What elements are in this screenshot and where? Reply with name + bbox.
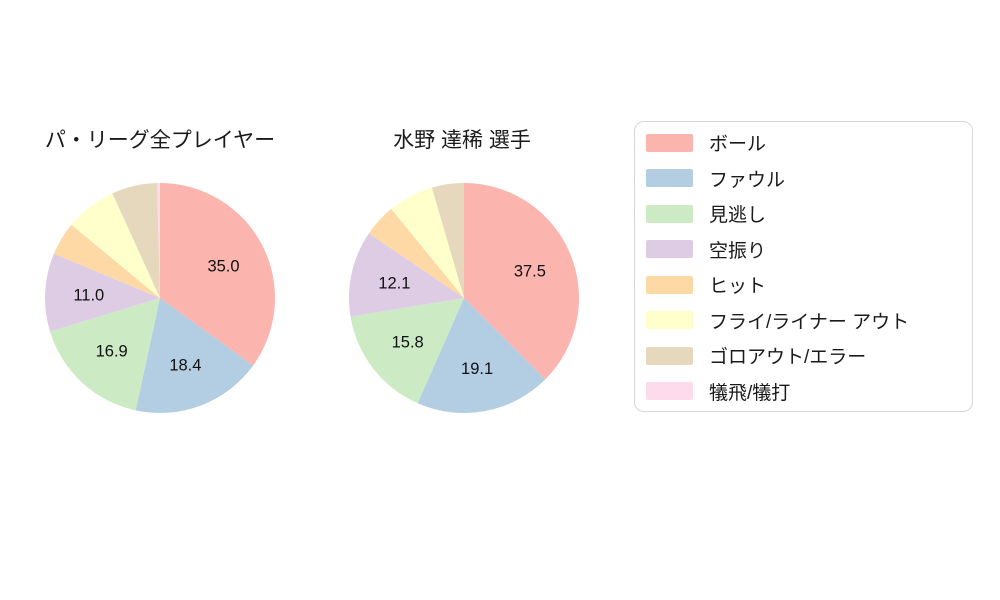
pie-slice (112, 183, 160, 298)
legend-item-label: 犠飛/犠打 (709, 382, 791, 404)
legend-item: 空振り (635, 232, 972, 268)
legend-item-label: ゴロアウト/エラー (709, 347, 867, 369)
pie-slice (464, 183, 579, 380)
pie-slice (53, 224, 160, 298)
pie-slice (157, 183, 160, 298)
pie-slice-label: 12.1 (378, 275, 410, 293)
legend-item-label: ヒット (709, 276, 767, 298)
legend-item: ゴロアウト/エラー (635, 338, 972, 374)
pie-slice-label: 16.9 (96, 342, 128, 360)
legend-item-label: ボール (709, 134, 767, 156)
legend-item-label: 見逃し (709, 205, 767, 227)
pie-slice-label: 19.1 (461, 360, 493, 378)
pie-title-player: 水野 達稀 選手 (393, 129, 531, 152)
legend-item: ファウル (635, 161, 972, 197)
legend-item-label: フライ/ライナー アウト (709, 311, 910, 333)
legend-swatch (646, 169, 693, 188)
pie-slice-label: 37.5 (514, 263, 546, 281)
legend-swatch (646, 346, 693, 365)
pie-slice (135, 298, 254, 413)
legend-swatch (646, 204, 693, 223)
pie-slice (431, 183, 464, 298)
legend-item: フライ/ライナー アウト (635, 303, 972, 339)
legend-swatch (646, 240, 693, 259)
legend-item-label: ファウル (709, 169, 786, 191)
legend-item-label: 空振り (709, 240, 767, 262)
legend-item: ヒット (635, 267, 972, 303)
legend-swatch (646, 382, 693, 401)
legend-swatch (646, 275, 693, 294)
pie-title-league: パ・リーグ全プレイヤー (44, 129, 276, 152)
pie-chart-player: 37.5 19.1 15.8 12.1 (349, 183, 579, 413)
legend: ボール ファウル 見逃し 空振り ヒット フライ/ライナー アウト ゴロアウト/… (634, 121, 973, 412)
pie-slice (350, 298, 464, 404)
legend-item: 犠飛/犠打 (635, 374, 972, 410)
legend-item: ボール (635, 125, 972, 161)
pie-slice (49, 298, 161, 411)
pie-slice (417, 298, 546, 413)
pie-slice-label: 35.0 (207, 258, 239, 276)
pie-slice-label: 15.8 (392, 334, 424, 352)
pie-slice (368, 208, 464, 298)
legend-swatch (646, 133, 693, 152)
pie-slice (71, 193, 160, 298)
legend-item: 見逃し (635, 196, 972, 232)
pie-slice (45, 253, 161, 332)
pie-chart-league: 35.0 18.4 16.9 11.0 (45, 183, 275, 413)
pie-slice (391, 187, 464, 298)
pie-slice-label: 18.4 (169, 357, 201, 375)
legend-swatch (646, 311, 693, 330)
pie-slice (160, 183, 275, 366)
pie-slice-label: 11.0 (73, 286, 104, 304)
pie-slice (349, 233, 464, 317)
